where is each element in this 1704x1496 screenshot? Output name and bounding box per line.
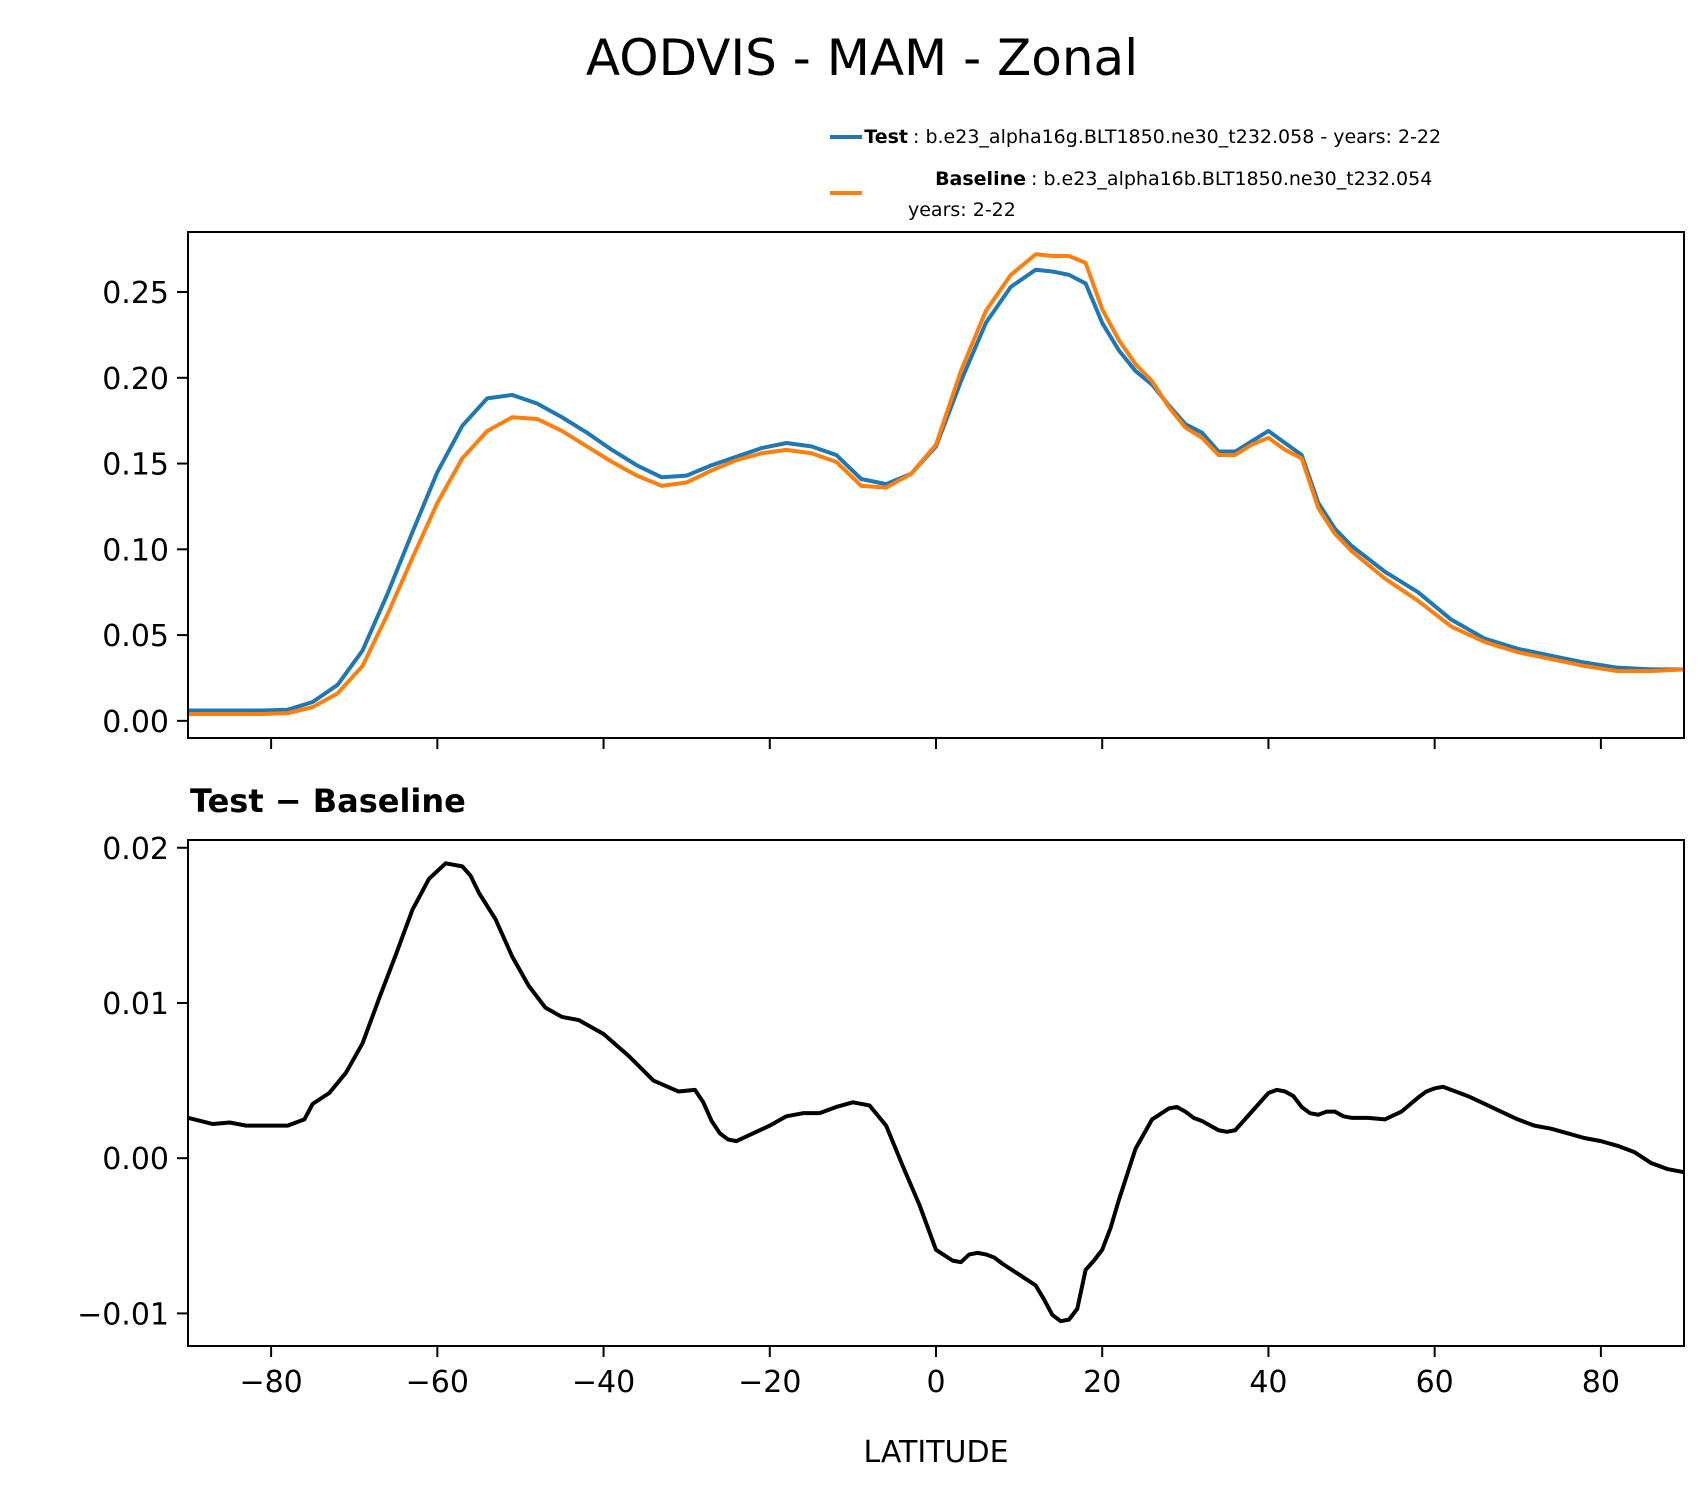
top-y-tick-label: 0.05 bbox=[102, 619, 169, 654]
bottom-panel: Test − Baseline −80 −60 −40 −20 0 20 40 60 80 −0.… bbox=[77, 782, 1685, 1470]
top-series-line-test bbox=[188, 267, 1684, 713]
top-y-tick-label: 0.20 bbox=[102, 362, 169, 397]
bottom-x-tick-label: −20 bbox=[738, 1365, 801, 1400]
legend-label-test-detail: : b.e23_alpha16g.BLT1850.ne30_t232.058 -… bbox=[913, 126, 1441, 148]
bottom-plot-frame bbox=[187, 839, 1685, 1347]
top-series-line-baseline bbox=[188, 252, 1685, 716]
figure-title: AODVIS - MAM - Zonal bbox=[586, 29, 1138, 87]
legend-label-baseline-years: years: 2-22 bbox=[908, 199, 1016, 221]
top-y-tick-label: 0.00 bbox=[102, 705, 169, 740]
top-ticks-layer: 0.00 0.05 0.10 0.15 0.20 0.25 bbox=[102, 276, 1602, 749]
bottom-series-line-test-baseline bbox=[187, 861, 1685, 1324]
bottom-y-tick-label: 0.00 bbox=[102, 1142, 169, 1177]
bottom-x-tick-label: 20 bbox=[1083, 1365, 1121, 1400]
top-y-tick-label: 0.10 bbox=[102, 533, 169, 568]
x-axis-label: LATITUDE bbox=[863, 1435, 1008, 1470]
legend-label-baseline-name: Baseline bbox=[935, 168, 1026, 190]
bottom-ticks-layer: −80 −60 −40 −20 0 20 40 60 80 −0.01 0.00 0.01 0.02 bbox=[77, 832, 1620, 1400]
bottom-x-tick-label: 0 bbox=[926, 1365, 945, 1400]
bottom-x-tick-label: 40 bbox=[1249, 1365, 1287, 1400]
top-panel: 0.00 0.05 0.10 0.15 0.20 0.25 bbox=[102, 231, 1685, 749]
top-plot-frame bbox=[187, 231, 1685, 739]
legend-label-test-name: Test bbox=[864, 126, 908, 148]
bottom-x-tick-label: 80 bbox=[1582, 1365, 1620, 1400]
bottom-x-tick-label: −80 bbox=[239, 1365, 302, 1400]
bottom-x-tick-label: 60 bbox=[1416, 1365, 1454, 1400]
bottom-y-tick-label: 0.02 bbox=[102, 832, 169, 867]
top-y-tick-label: 0.15 bbox=[102, 448, 169, 483]
bottom-y-tick-label: 0.01 bbox=[102, 987, 169, 1022]
bottom-y-tick-label: −0.01 bbox=[77, 1297, 169, 1332]
top-series-layer bbox=[188, 252, 1685, 716]
bottom-x-tick-label: −40 bbox=[572, 1365, 635, 1400]
top-y-tick-label: 0.25 bbox=[102, 276, 169, 311]
legend-label-baseline-detail: : b.e23_alpha16b.BLT1850.ne30_t232.054 bbox=[1031, 168, 1432, 190]
bottom-x-tick-label: −60 bbox=[406, 1365, 469, 1400]
legend: Test : b.e23_alpha16g.BLT1850.ne30_t232.… bbox=[830, 126, 1441, 221]
bottom-series-layer bbox=[187, 861, 1685, 1324]
bottom-panel-title: Test − Baseline bbox=[190, 782, 466, 820]
